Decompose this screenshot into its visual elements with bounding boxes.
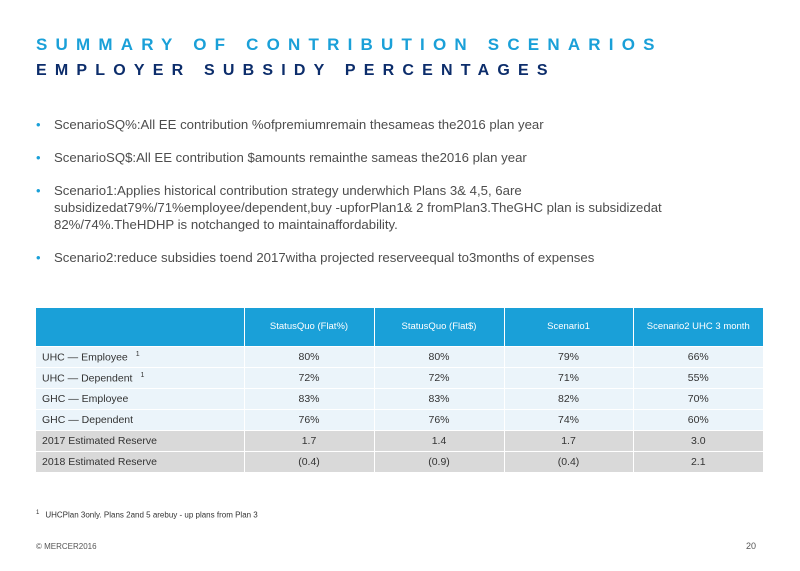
slide-subtitle: EMPLOYER SUBSIDY PERCENTAGES [36, 62, 556, 79]
table-cell: 55% [632, 367, 763, 389]
table-cell: 3.0 [632, 430, 763, 452]
table-cell: 76% [243, 409, 374, 431]
table-cell: 83% [243, 388, 374, 410]
bullet-item: • ScenarioSQ$:All EE contribution $amount… [36, 149, 686, 166]
bullet-list: • ScenarioSQ%:All EE contribution %ofprem… [36, 116, 686, 282]
table-cell: (0.9) [373, 451, 504, 472]
footnote-marker: 1 [135, 350, 140, 358]
table-cell: 74% [503, 409, 633, 431]
table-cell: 66% [632, 346, 763, 368]
table-cell: 83% [373, 388, 504, 410]
table-row: GHC — Dependent 76% 76% 74% 60% [36, 409, 763, 431]
table-cell: 82% [503, 388, 633, 410]
footnote-marker: 1 [140, 371, 145, 379]
row-label: GHC — Dependent [36, 409, 244, 431]
table-cell: 80% [243, 346, 374, 368]
table-cell: (0.4) [243, 451, 374, 472]
row-label: 2018 Estimated Reserve [36, 451, 244, 472]
row-label: UHC — Employee 1 [36, 346, 244, 368]
bullet-icon: • [36, 250, 41, 265]
row-label: 2017 Estimated Reserve [36, 430, 244, 452]
table-row: GHC — Employee 83% 83% 82% 70% [36, 388, 763, 410]
bullet-item: • Scenario2:reduce subsidies toend 2017wi… [36, 249, 686, 266]
table-cell: 1.7 [503, 430, 633, 452]
table-row: 2017 Estimated Reserve 1.7 1.4 1.7 3.0 [36, 430, 763, 452]
table-header-scenario2: Scenario2 UHC 3 month [632, 308, 763, 347]
table-cell: 1.4 [373, 430, 504, 452]
row-label: UHC — Dependent 1 [36, 367, 244, 389]
table-cell: 60% [632, 409, 763, 431]
table-cell: 1.7 [243, 430, 374, 452]
footnote-number: 1 [36, 510, 40, 516]
bullet-icon: • [36, 117, 41, 132]
table-row: UHC — Dependent 1 72% 72% 71% 55% [36, 367, 763, 389]
table-cell: 72% [373, 367, 504, 389]
table-cell: 79% [503, 346, 633, 368]
table-header-scenario1: Scenario1 [503, 308, 633, 347]
copyright: © MERCER2016 [36, 542, 97, 551]
table-row: UHC — Employee 1 80% 80% 79% 66% [36, 346, 763, 368]
table-header-blank [36, 308, 244, 347]
table-cell: 70% [632, 388, 763, 410]
table-cell: 76% [373, 409, 504, 431]
footnote-text: UHCPlan 3only. Plans 2and 5 arebuy - up … [45, 510, 258, 520]
bullet-text: ScenarioSQ%:All EE contribution %ofpremi… [54, 117, 544, 132]
bullet-item: • ScenarioSQ%:All EE contribution %ofprem… [36, 116, 686, 133]
bullet-icon: • [36, 150, 41, 165]
table-cell: 71% [503, 367, 633, 389]
slide-title: SUMMARY OF CONTRIBUTION SCENARIOS [36, 35, 663, 54]
table-cell: 80% [373, 346, 504, 368]
bullet-icon: • [36, 183, 41, 198]
table-cell: (0.4) [503, 451, 633, 472]
bullet-item: • Scenario1:Applies historical contributi… [36, 182, 686, 233]
table-cell: 2.1 [632, 451, 763, 472]
page-number: 20 [745, 541, 756, 551]
bullet-text: Scenario2:reduce subsidies toend 2017wit… [54, 250, 595, 265]
row-label: GHC — Employee [36, 388, 244, 410]
table-header-row: StatusQuo (Flat%) StatusQuo (Flat$) Scen… [36, 308, 763, 347]
subsidy-table: StatusQuo (Flat%) StatusQuo (Flat$) Scen… [36, 308, 763, 472]
footnote: 1 UHCPlan 3only. Plans 2and 5 arebuy - up… [36, 510, 258, 520]
bullet-text: Scenario1:Applies historical contributio… [54, 183, 662, 232]
table-header-status-quo-dollar: StatusQuo (Flat$) [373, 308, 504, 347]
table-header-status-quo-pct: StatusQuo (Flat%) [243, 308, 374, 347]
table-row: 2018 Estimated Reserve (0.4) (0.9) (0.4)… [36, 451, 763, 472]
bullet-text: ScenarioSQ$:All EE contribution $amounts… [54, 150, 527, 165]
table-cell: 72% [243, 367, 374, 389]
